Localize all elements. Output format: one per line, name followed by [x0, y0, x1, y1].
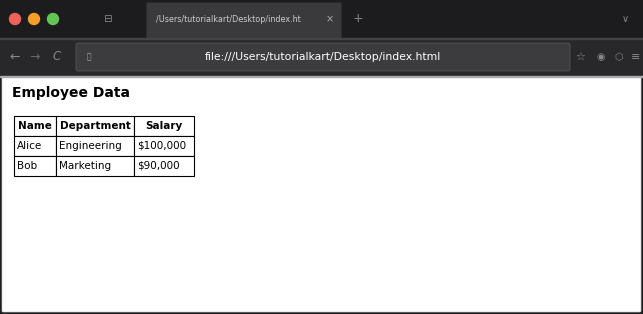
Text: Salary: Salary: [145, 121, 183, 131]
Text: ⊟: ⊟: [103, 14, 111, 24]
Text: ×: ×: [326, 14, 334, 24]
FancyBboxPatch shape: [147, 3, 341, 40]
Text: Alice: Alice: [17, 141, 42, 151]
Text: Department: Department: [60, 121, 131, 131]
Text: ☆: ☆: [575, 52, 585, 62]
Text: Engineering: Engineering: [59, 141, 122, 151]
Text: →: →: [30, 51, 41, 63]
Text: ←: ←: [10, 51, 20, 63]
Bar: [56, 136, 134, 156]
Text: ◉: ◉: [597, 52, 605, 62]
Bar: [0, 38, 643, 39]
Text: ≡: ≡: [631, 52, 640, 62]
Text: 🔒: 🔒: [87, 52, 91, 62]
Bar: [14, 116, 56, 136]
Text: Bob: Bob: [17, 161, 37, 171]
Bar: [0, 38, 643, 76]
Text: ⬡: ⬡: [615, 52, 623, 62]
Bar: [56, 116, 134, 136]
Circle shape: [10, 14, 21, 24]
Bar: [56, 156, 134, 176]
Circle shape: [48, 14, 59, 24]
Bar: [134, 136, 194, 156]
Text: C: C: [53, 51, 61, 63]
Text: Name: Name: [18, 121, 52, 131]
Bar: [134, 116, 194, 136]
Bar: [14, 136, 56, 156]
Bar: [0, 76, 643, 77]
Text: +: +: [353, 13, 363, 25]
Bar: [134, 156, 194, 176]
Text: /Users/tutorialkart/Desktop/index.ht: /Users/tutorialkart/Desktop/index.ht: [156, 14, 301, 24]
Text: ∨: ∨: [621, 14, 629, 24]
FancyBboxPatch shape: [76, 43, 570, 71]
Text: file:///Users/tutorialkart/Desktop/index.html: file:///Users/tutorialkart/Desktop/index…: [205, 52, 441, 62]
Bar: [14, 156, 56, 176]
Text: Employee Data: Employee Data: [12, 86, 130, 100]
Circle shape: [28, 14, 39, 24]
Text: $90,000: $90,000: [137, 161, 179, 171]
Bar: [0, 0, 643, 38]
Text: $100,000: $100,000: [137, 141, 186, 151]
Text: Marketing: Marketing: [59, 161, 111, 171]
FancyBboxPatch shape: [2, 77, 641, 312]
